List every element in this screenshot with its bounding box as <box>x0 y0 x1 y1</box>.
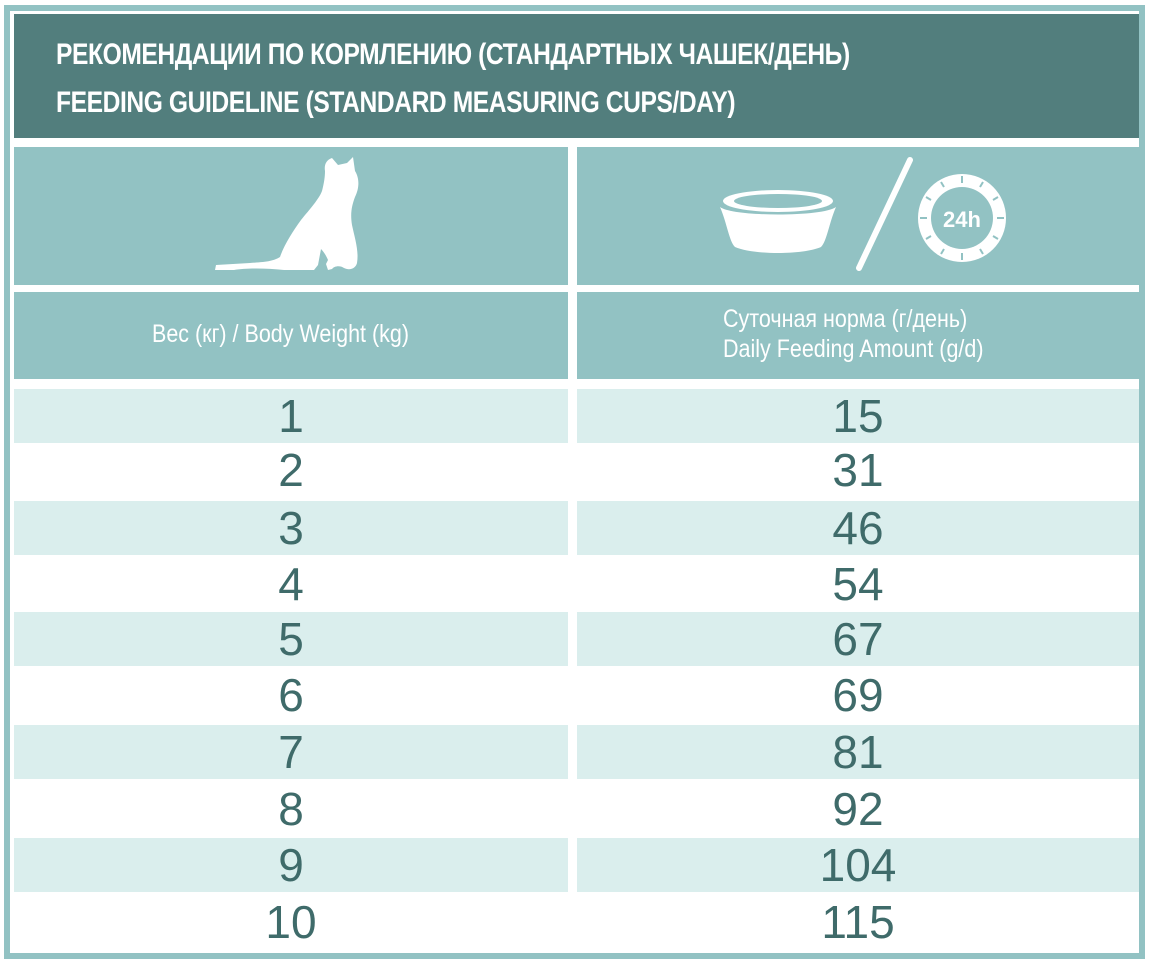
table-row: 3 46 <box>14 501 1139 555</box>
amount-value: 54 <box>832 558 884 610</box>
weight-value: 5 <box>278 613 304 665</box>
amount-header-ru: Суточная норма (г/день) <box>723 305 968 333</box>
amount-value: 67 <box>832 613 884 665</box>
amount-value: 104 <box>819 839 897 891</box>
weight-value: 3 <box>278 502 304 554</box>
weight-value: 6 <box>278 669 304 721</box>
weight-value: 2 <box>278 444 304 496</box>
weight-value: 7 <box>278 726 304 778</box>
title-russian: РЕКОМЕНДАЦИИ ПО КОРМЛЕНИЮ (СТАНДАРТНЫХ Ч… <box>56 38 850 71</box>
weight-header-text: Вес (кг) / Body Weight (kg) <box>152 320 410 348</box>
clock-24h-icon: 24h <box>918 174 1006 262</box>
clock-label: 24h <box>943 207 981 232</box>
column-header-amount: Суточная норма (г/день) Daily Feeding Am… <box>577 292 1139 379</box>
table-row: 6 69 <box>14 668 1139 722</box>
weight-value: 9 <box>278 839 304 891</box>
amount-value: 46 <box>832 502 884 554</box>
amount-value: 69 <box>832 669 884 721</box>
amount-value: 31 <box>832 444 884 496</box>
weight-icon-cell <box>14 147 568 285</box>
table-row: 5 67 <box>14 612 1139 666</box>
amount-header-en: Daily Feeding Amount (g/d) <box>723 335 984 363</box>
amount-icon-cell: 24h <box>577 147 1139 285</box>
weight-value: 10 <box>265 896 317 948</box>
weight-value: 1 <box>278 390 304 442</box>
column-header-weight: Вес (кг) / Body Weight (kg) <box>14 292 568 379</box>
table-row: 8 92 <box>14 782 1139 836</box>
cat-icon <box>215 157 359 270</box>
title-english: FEEDING GUIDELINE (STANDARD MEASURING CU… <box>56 86 736 119</box>
bowl-icon <box>720 190 836 253</box>
weight-value: 8 <box>278 783 304 835</box>
amount-value: 15 <box>832 390 884 442</box>
title-bar: РЕКОМЕНДАЦИИ ПО КОРМЛЕНИЮ (СТАНДАРТНЫХ Ч… <box>14 14 1139 138</box>
amount-value: 115 <box>821 896 895 948</box>
table-row: 10 115 <box>14 895 1139 949</box>
table-row: 7 81 <box>14 725 1139 779</box>
table-row: 2 31 <box>14 443 1139 497</box>
table-row: 4 54 <box>14 557 1139 611</box>
weight-value: 4 <box>278 558 304 610</box>
amount-icons: 24h <box>720 157 1006 271</box>
table-row: 9 104 <box>14 838 1139 892</box>
amount-value: 81 <box>832 726 884 778</box>
slash-divider <box>856 157 913 271</box>
table-row: 1 15 <box>14 389 1139 443</box>
amount-value: 92 <box>832 783 884 835</box>
